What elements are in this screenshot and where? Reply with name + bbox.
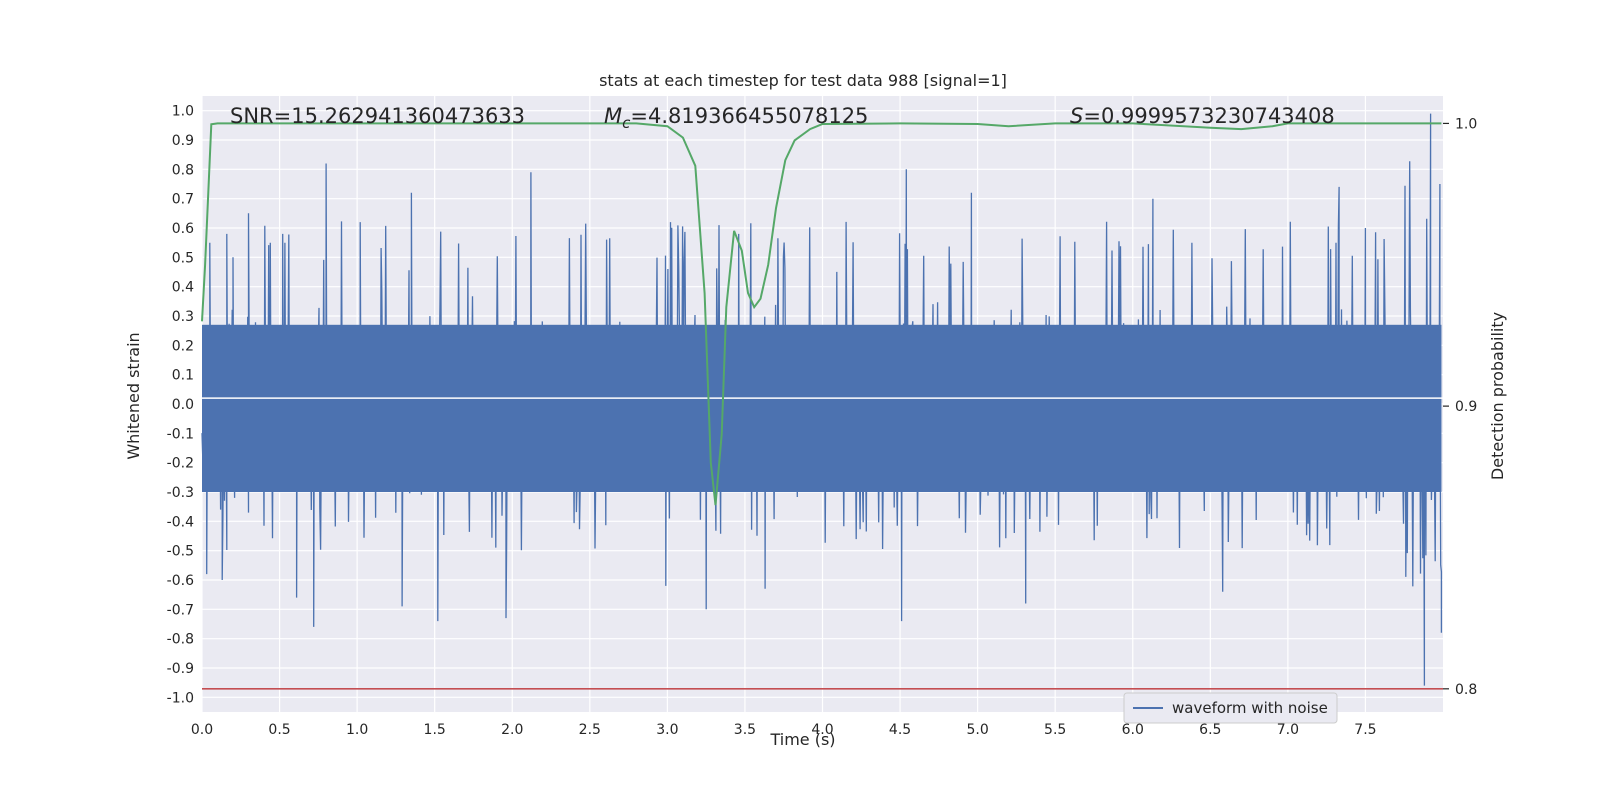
x-tick-label: 1.5 [424,722,446,738]
y-ticks: 1.0 0.9 0.8 0.7 0.6 0.5 0.4 0.3 0.2 0.1 0.0 -0.1 -0.… [167,104,194,707]
y-tick-label: -0.2 [167,456,194,472]
y-tick-label: -0.5 [167,544,194,560]
x-tick-label: 5.5 [1044,722,1066,738]
chart-title: stats at each timestep for test data 988… [599,71,1007,90]
snr-annotation: SNR=15.262941360473633 [230,104,525,128]
detection-probability-line [201,122,1442,506]
x-tick-label: 1.0 [346,722,368,738]
y-tick-label: -0.4 [167,514,194,530]
y-tick-label: 0.7 [172,192,194,208]
x-tick-label: 0.0 [191,722,213,738]
y-tick-label: -0.3 [167,485,194,501]
y2-tick-label: 0.9 [1455,399,1477,415]
x-tick-label: 7.0 [1277,722,1299,738]
legend-entry-waveform: waveform with noise [1172,699,1328,717]
y-tick-label: -0.8 [167,632,194,648]
y-axis-label: Whitened strain [124,332,143,459]
waveform-series [201,113,1443,686]
legend: waveform with noise [1123,692,1338,724]
chirp-mass-annotation: Mc=4.819366455078125 [604,104,868,132]
x-tick-label: 5.0 [966,722,988,738]
y2-axis-label: Detection probability [1488,312,1507,480]
score-annotation: S=0.9999573230743408 [1070,104,1335,128]
waveform-dense-band [202,324,1442,492]
x-tick-label: 6.0 [1122,722,1144,738]
y2-ticks: 1.0 0.9 0.8 [1443,116,1477,698]
y-tick-label: -0.7 [167,602,194,618]
x-tick-label: 4.0 [811,722,833,738]
y-tick-label: 0.1 [172,368,194,384]
x-ticks: 0.0 0.5 1.0 1.5 2.0 2.5 3.0 3.5 4.0 4.5 5.0 5.5 6.0 6… [191,722,1377,738]
x-tick-label: 0.5 [268,722,290,738]
y-tick-label: 0.5 [172,250,194,266]
x-tick-label: 4.5 [889,722,911,738]
y-tick-label: 0.4 [172,280,194,296]
y2-tick-label: 0.8 [1455,682,1477,698]
y-tick-label: 1.0 [172,104,194,120]
y-tick-label: 0.9 [172,133,194,149]
y-tick-label: 0.2 [172,338,194,354]
y-tick-label: -0.9 [167,661,194,677]
x-tick-label: 3.5 [734,722,756,738]
x-axis-label: Time (s) [769,730,835,749]
x-tick-label: 2.0 [501,722,523,738]
y-tick-label: -0.6 [167,573,194,589]
y2-tick-label: 1.0 [1455,116,1477,132]
x-tick-label: 2.5 [579,722,601,738]
y-tick-label: -0.1 [167,426,194,442]
legend-box [1123,692,1338,724]
y-tick-label: 0.0 [172,397,194,413]
y-tick-label: 0.3 [172,309,194,325]
y-tick-label: 0.8 [172,162,194,178]
y-tick-label: -1.0 [167,690,194,706]
x-tick-label: 6.5 [1199,722,1221,738]
x-tick-label: 3.0 [656,722,678,738]
y-tick-label: 0.6 [172,221,194,237]
x-tick-label: 7.5 [1354,722,1376,738]
